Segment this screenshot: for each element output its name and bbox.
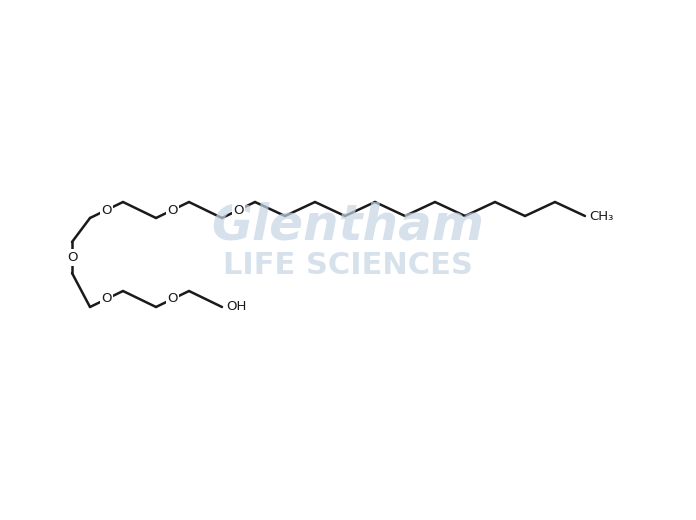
Text: CH₃: CH₃ bbox=[589, 210, 613, 223]
Text: Glentham: Glentham bbox=[212, 201, 484, 249]
Text: O: O bbox=[167, 203, 177, 216]
Text: LIFE SCIENCES: LIFE SCIENCES bbox=[223, 251, 473, 280]
Text: O: O bbox=[167, 292, 177, 306]
Text: O: O bbox=[233, 203, 244, 216]
Text: O: O bbox=[67, 251, 77, 264]
Text: O: O bbox=[101, 292, 112, 306]
Text: O: O bbox=[101, 203, 112, 216]
Text: OH: OH bbox=[226, 301, 246, 314]
